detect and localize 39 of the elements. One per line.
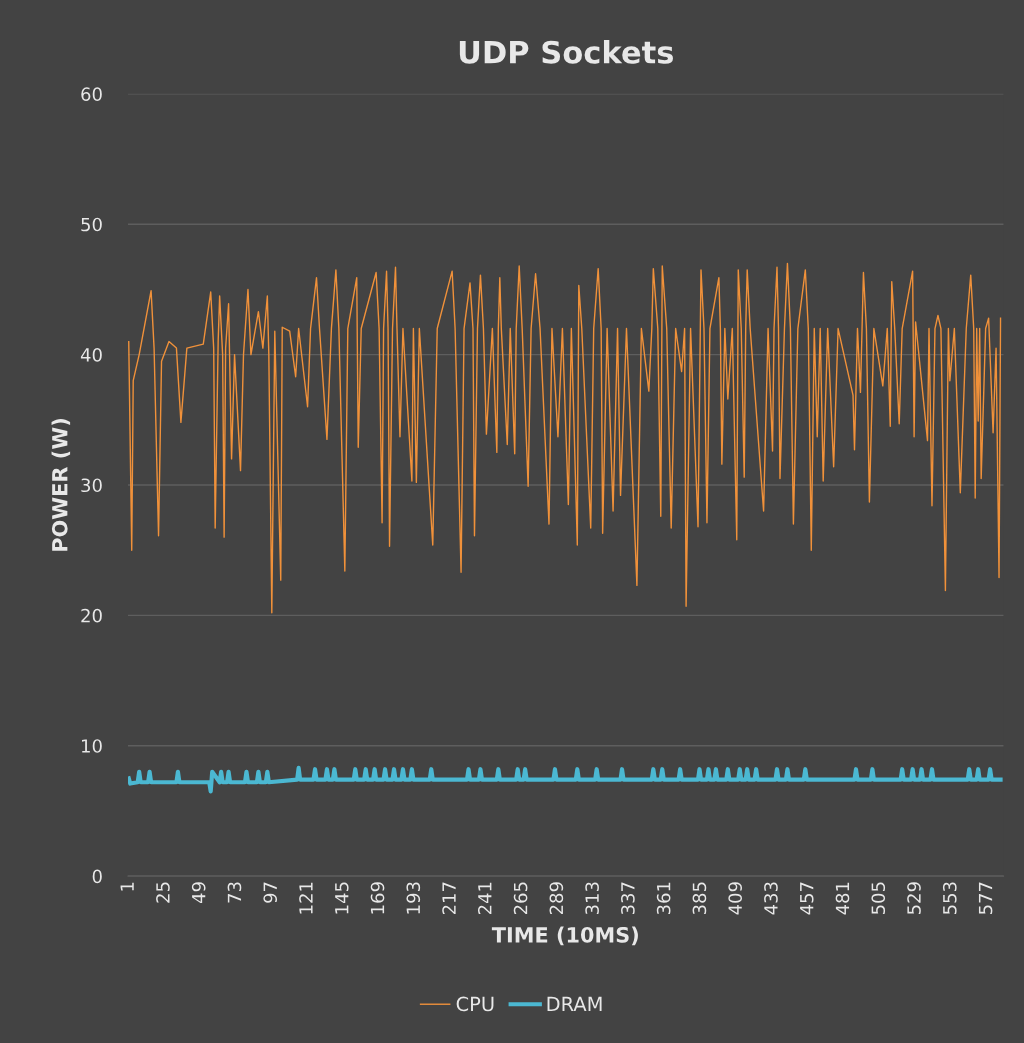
x-tick-label: 529 <box>907 882 921 915</box>
legend-label: CPU <box>456 996 494 1012</box>
x-tick-label: 289 <box>549 882 564 915</box>
y-tick-label: 40 <box>80 348 102 362</box>
y-tick-label: 30 <box>81 478 102 493</box>
y-axis-title: POWER (W) <box>51 419 71 551</box>
x-tick-label: 505 <box>871 882 886 915</box>
x-tick-label: 73 <box>227 882 242 903</box>
x-tick-label: 1 <box>120 882 134 891</box>
y-tick-label: 50 <box>81 217 102 232</box>
x-tick-label: 433 <box>764 882 778 915</box>
line-series <box>128 262 1002 614</box>
line-series <box>128 765 1003 794</box>
x-tick-label: 409 <box>728 882 742 915</box>
x-tick-label: 385 <box>692 882 707 915</box>
x-tick-label: 457 <box>800 882 814 915</box>
y-tick-label: 60 <box>81 87 102 101</box>
x-tick-label: 217 <box>442 882 456 915</box>
y-tick-label: 10 <box>82 739 102 753</box>
x-tick-label: 121 <box>299 882 313 914</box>
y-tick-label: 20 <box>81 608 102 623</box>
y-tick-label: 0 <box>92 869 102 884</box>
x-tick-label: 553 <box>942 882 957 915</box>
x-tick-label: 361 <box>656 882 671 915</box>
x-tick-label: 145 <box>335 882 349 914</box>
x-tick-label: 97 <box>263 882 278 903</box>
x-axis-title: TIME (10MS) <box>491 926 638 946</box>
x-tick-label: 481 <box>835 882 850 915</box>
x-tick-label: 169 <box>370 882 385 914</box>
x-tick-label: 49 <box>191 882 206 904</box>
chart-title: UDP Sockets <box>459 40 673 64</box>
x-tick-label: 313 <box>585 882 599 915</box>
x-tick-label: 337 <box>621 882 635 915</box>
x-tick-label: 25 <box>156 882 170 903</box>
legend-label: DRAM <box>547 996 602 1012</box>
x-tick-label: 577 <box>978 882 993 915</box>
x-tick-label: 265 <box>513 882 528 915</box>
x-tick-label: 193 <box>406 882 421 914</box>
x-tick-label: 241 <box>477 882 492 915</box>
